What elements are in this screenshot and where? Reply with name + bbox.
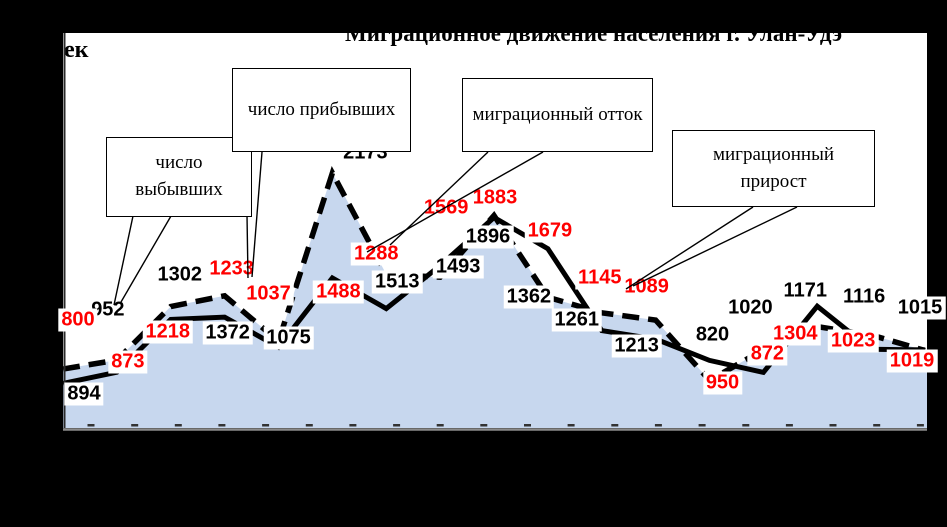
callout-growth: миграционный прирост: [672, 130, 875, 207]
x-axis-tick: [131, 424, 139, 427]
callout-departures: число выбывших: [106, 137, 252, 217]
x-axis-tick: [174, 424, 182, 427]
x-axis-tick: [829, 424, 837, 427]
x-axis-tick: [698, 424, 706, 427]
x-axis-tick: [742, 424, 750, 427]
x-axis-tick: [567, 424, 575, 427]
callout-outflow-label: миграционный отток: [472, 103, 643, 125]
x-axis-tick: [654, 424, 662, 427]
x-axis-tick: [916, 424, 924, 427]
x-axis-tick: [873, 424, 881, 427]
callout-arrivals: число прибывших: [232, 68, 411, 152]
x-axis-tick: [524, 424, 531, 427]
x-axis-tick: [262, 424, 270, 427]
x-axis-tick: [393, 424, 401, 427]
callout-departures-label: число выбывших: [135, 152, 223, 200]
callout-outflow: миграционный отток: [462, 78, 653, 152]
x-axis-tick: [611, 424, 619, 427]
x-axis-tick: [785, 424, 793, 427]
arrivals-area-fill: [63, 173, 927, 428]
x-axis-tick: [436, 424, 444, 427]
x-axis-tick: [305, 424, 313, 427]
callout-arrivals-label: число прибывших: [247, 98, 396, 120]
x-axis-tick: [480, 424, 488, 427]
x-axis-tick: [349, 424, 357, 427]
callout-growth-label: миграционный прирост: [712, 143, 835, 192]
x-axis-tick: [218, 424, 226, 427]
x-axis-tick: [87, 424, 95, 427]
y-axis-title-fragment: ек: [64, 37, 89, 63]
chart-title: Миграционное движение населения г. Улан-…: [345, 33, 843, 46]
